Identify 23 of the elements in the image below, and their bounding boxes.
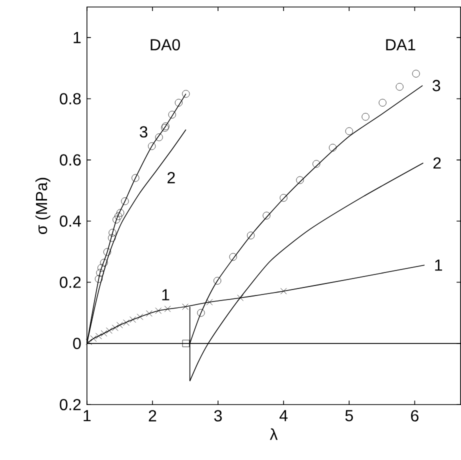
x-tick-label: 5 <box>345 410 353 422</box>
y-tick-label: 0.2 <box>60 276 81 288</box>
y-tick-label: 0.4 <box>60 216 81 227</box>
x-tick-label: 6 <box>411 410 418 422</box>
y-tick-label: 1 <box>74 32 81 44</box>
series-label: 2 <box>168 172 175 184</box>
series-label: 1 <box>435 260 442 271</box>
x-axis-title: λ <box>270 428 278 440</box>
x-tick-label: 2 <box>148 410 156 422</box>
y-tick-label: 0 <box>73 338 81 350</box>
y-tick-label: 0.2 <box>60 399 81 410</box>
y-axis-title: σ (MPa) <box>35 178 50 234</box>
x-tick-label: 4 <box>280 410 288 422</box>
series-label: 3 <box>140 126 148 138</box>
legend-label: 2 <box>433 158 441 169</box>
series-label: 3 <box>432 80 440 92</box>
x-tick-label: 1 <box>84 410 91 422</box>
y-tick-label: 0.6 <box>60 154 81 166</box>
annotation: DA1 <box>386 39 416 50</box>
y-tick-label: 0.8 <box>60 93 81 105</box>
series-label: 1 <box>162 289 170 300</box>
annotation: DA0 <box>150 39 180 51</box>
x-tick-label: 3 <box>214 410 222 422</box>
